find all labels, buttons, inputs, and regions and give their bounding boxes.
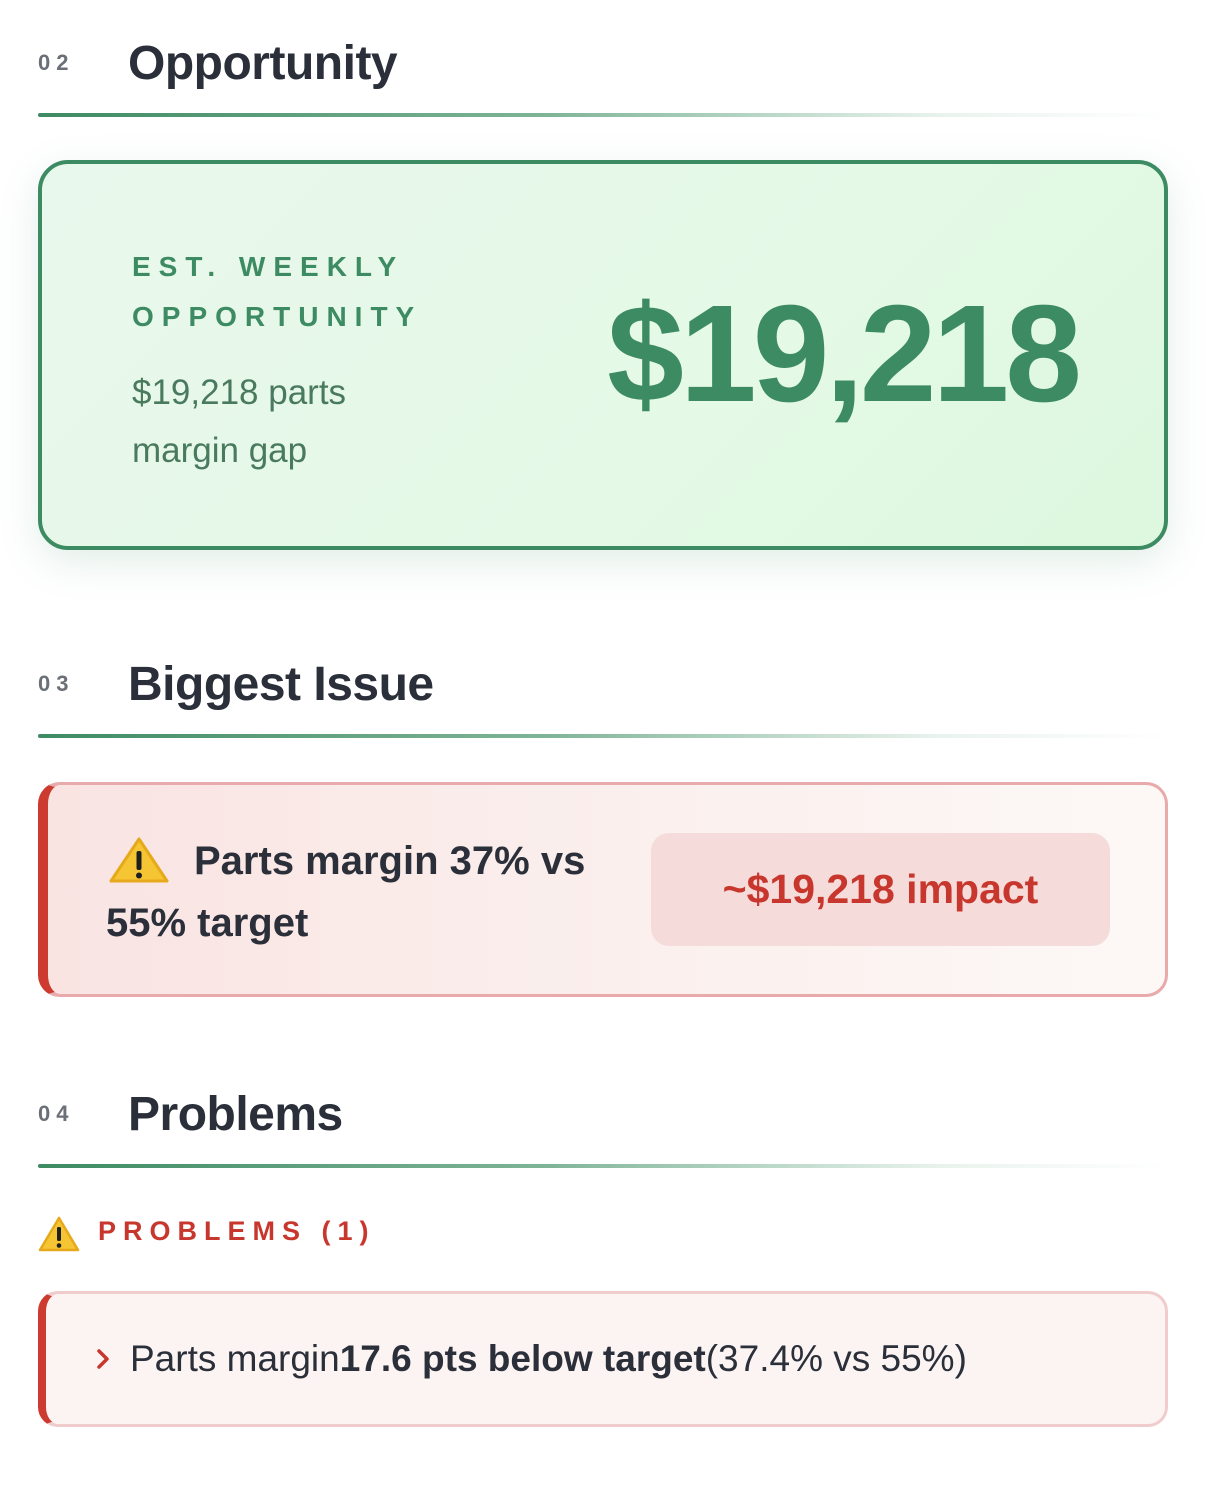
section-number: 02 — [38, 50, 75, 75]
opportunity-amount: $19,218 — [607, 277, 1082, 431]
problem-emphasis: 17.6 pts below target — [339, 1338, 706, 1379]
section-title: Biggest Issue — [128, 658, 434, 711]
problem-prefix: Parts margin — [130, 1338, 340, 1379]
section-rule — [38, 113, 1166, 117]
section-rule — [38, 734, 1166, 738]
warning-icon — [109, 837, 169, 883]
section-rule — [38, 1164, 1166, 1168]
issue-impact: ~$19,218 impact — [651, 833, 1110, 946]
issue-text-content: Parts margin 37% vs 55% target — [106, 839, 586, 945]
section-title: Opportunity — [128, 37, 398, 90]
issue-text: Parts margin 37% vs 55% target — [106, 830, 606, 954]
opportunity-label: EST. WEEKLY OPPORTUNITY — [132, 251, 423, 332]
problems-heading: PROBLEMS (1) — [98, 1216, 376, 1246]
opportunity-description: $19,218 parts margin gap — [132, 373, 347, 470]
problem-item: Parts margin 17.6 pts below target (37.4… — [38, 1291, 1168, 1427]
chevron-icon — [97, 1349, 109, 1369]
issue-card: Parts margin 37% vs 55% target ~$19,218 … — [38, 782, 1168, 997]
section-number: 04 — [38, 1101, 75, 1126]
problem-suffix: (37.4% vs 55%) — [705, 1338, 967, 1379]
problem-text: Parts margin 17.6 pts below target (37.4… — [130, 1294, 967, 1424]
section-number: 03 — [38, 671, 75, 696]
section-title: Problems — [128, 1088, 343, 1141]
opportunity-card: EST. WEEKLY OPPORTUNITY $19,218 parts ma… — [38, 160, 1168, 550]
warning-icon — [38, 1216, 80, 1252]
